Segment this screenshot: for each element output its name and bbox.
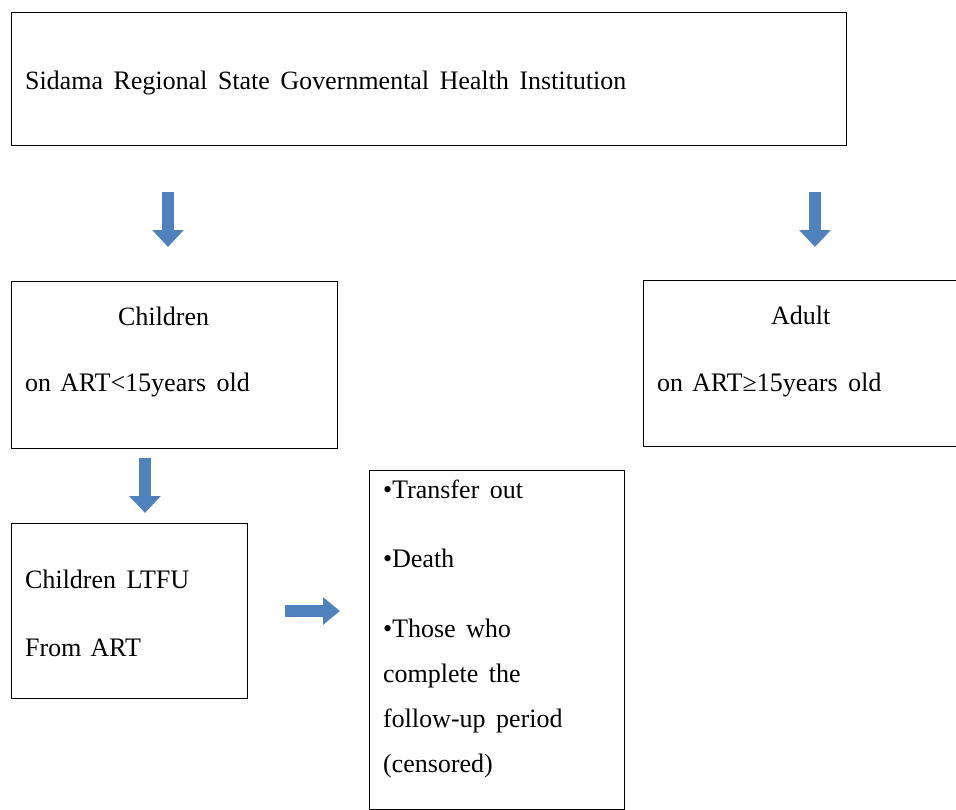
children-box bbox=[11, 281, 338, 449]
outcome-item: •Those who complete the follow-up period… bbox=[383, 614, 563, 778]
outcome-item: •Death bbox=[383, 544, 455, 573]
adult-box bbox=[643, 280, 956, 447]
arrow-down bbox=[799, 192, 831, 247]
outcome-box bbox=[369, 470, 625, 810]
ltfu-detail: From ART bbox=[25, 633, 141, 662]
arrow-down bbox=[129, 458, 161, 513]
outcome-item: •Transfer out bbox=[383, 475, 523, 504]
arrow-right bbox=[285, 597, 340, 625]
adult-detail: on ART≥15years old bbox=[657, 368, 882, 397]
institution-label: Sidama Regional State Governmental Healt… bbox=[25, 66, 627, 95]
arrow-down bbox=[152, 192, 184, 247]
children-detail: on ART<15years old bbox=[25, 368, 250, 397]
ltfu-box bbox=[11, 523, 248, 699]
adult-label: Adult bbox=[771, 301, 831, 330]
arrow-group bbox=[129, 192, 831, 625]
children-label: Children bbox=[118, 302, 209, 331]
ltfu-label: Children LTFU bbox=[25, 565, 190, 594]
institution-box bbox=[11, 12, 847, 146]
